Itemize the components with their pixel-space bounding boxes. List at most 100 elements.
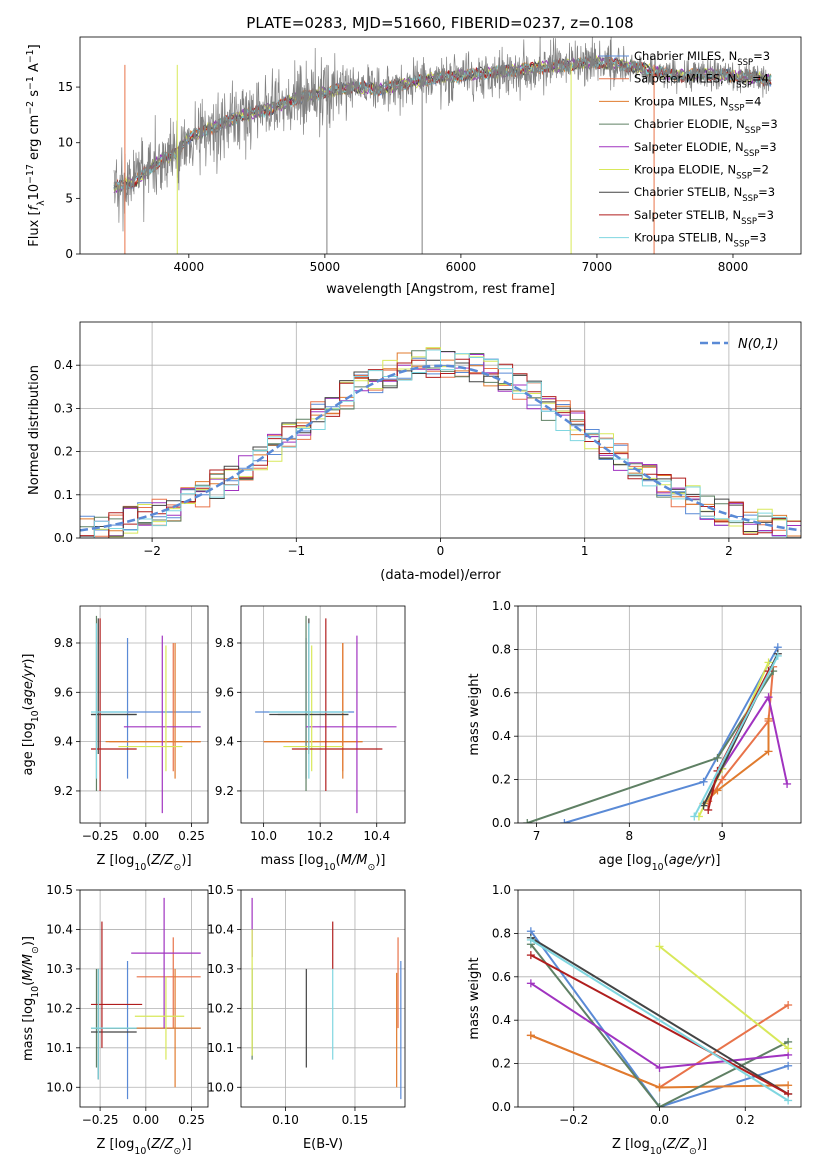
y-axis-label-part: )] [21,653,36,663]
x-tick-label: −0.25 [82,829,119,843]
y-axis-label-part: s [27,90,42,101]
x-axis-label-part: M/M [341,853,368,868]
x-tick-label: 5000 [310,260,341,274]
x-axis-label: wavelength [Angstrom, rest frame] [326,282,555,297]
legend-label: Kroupa STELIB, NSSP=3 [634,231,766,250]
weight-line [530,943,789,1107]
y-axis-label-part: ⊙ [30,946,41,954]
y-tick-label: 10.4 [207,922,234,936]
y-tick-label: 9.2 [54,784,73,798]
weight-line [658,945,789,1050]
legend-label-name: Salpeter ELODIE, N [634,140,744,154]
mass_vs_ebv-axes: 0.10 0.15 10.0 10.1 10.2 10.3 10.4 10.5 E(B-V) [207,883,406,1152]
x-axis-label: Z [log10(Z/Z⊙)] [96,853,191,873]
legend-label-name: Kroupa MILES, N [634,94,729,108]
legend-label-sub: SSP [744,149,760,159]
y-tick-label: 10.4 [46,922,73,936]
y-axis-label-part: −1 [25,49,36,63]
x-tick-label: 0.10 [272,1113,299,1127]
y-tick-label: 15 [58,80,73,94]
age_vs_mass-frame [240,605,406,824]
x-tick-label: 0 [437,544,445,558]
x-tick-label: 8000 [718,260,749,274]
x-axis-label-part: ( [146,1137,151,1152]
x-axis-label: E(B-V) [303,1137,343,1152]
x-axis-label-part: Z/Z [150,1137,174,1152]
y-tick-label: 0.2 [492,1057,511,1071]
y-tick-label: 9.4 [54,735,73,749]
x-tick-label: 0.25 [178,1113,205,1127]
mass_vs_Z-plot-area [90,897,201,1100]
x-axis-label-part: ⊙ [367,862,375,873]
legend: N(0,1) [700,337,779,352]
y-tick-label: 0.1 [54,488,73,502]
x-axis-label-part: )] [710,853,720,868]
legend-label-sub: SSP [737,58,753,68]
normal-curve [80,364,801,532]
y-tick-label: 0 [65,247,73,261]
x-tick-label: 0.15 [342,1113,369,1127]
y-axis-label-part: λ [36,200,47,206]
legend-label-name: Chabrier STELIB, N [634,185,742,199]
y-tick-label: 0.2 [492,773,511,787]
y-axis-label-part: mass [log [21,998,36,1061]
y-axis-label-part: f [27,203,42,210]
x-axis-label-part: age [log [598,853,651,868]
y-tick-label: 9.8 [215,636,234,650]
spectrum-plot-area [113,37,772,254]
x-tick-label: 10.0 [250,829,277,843]
x-axis-label: mass [log10(M/M⊙)] [261,853,386,873]
y-axis-label: mass weight [467,673,482,755]
mass_weight_vs_age-plot-area [523,643,792,823]
x-tick-label: 8 [626,829,634,843]
legend-label-name: Chabrier ELODIE, N [634,117,745,131]
x-tick-label: 2 [725,544,733,558]
y-tick-label: 0.4 [54,358,73,372]
x-axis-label: age [log10(age/yr)] [598,853,720,873]
y-axis-label-part: age/yr [21,662,36,705]
legend-label: Salpeter MILES, NSSP=4 [634,72,769,91]
y-tick-label: 10.0 [207,1080,234,1094]
x-axis-label-part: )] [697,1137,707,1152]
x-axis-label-part: 10 [134,862,146,873]
y-axis-label-part: )] [21,936,36,946]
x-axis-label-part: mass [log [261,853,324,868]
x-tick-label: 6000 [446,260,477,274]
x-tick-label: 7000 [582,260,613,274]
y-tick-label: 0.0 [492,816,511,830]
y-tick-label: 10.1 [207,1041,234,1055]
x-tick-label: 9 [718,829,726,843]
weight-line [693,655,779,817]
y-tick-label: 0.2 [54,445,73,459]
y-axis-label: mass [log10(M/M⊙)] [21,936,41,1061]
residual-histogram [80,358,801,538]
residuals-plot-area [80,347,801,538]
y-tick-label: 5 [65,191,73,205]
x-axis-label-part: ( [146,853,151,868]
y-axis-label: Normed distribution [27,365,42,495]
weight-line [530,936,789,1095]
y-axis-label-part: 10 [27,184,42,201]
y-tick-label: 0.4 [492,1013,511,1027]
legend-label-count: =3 [761,117,778,131]
legend-label: Chabrier MILES, NSSP=3 [634,49,770,68]
y-axis-label-part: −17 [25,164,36,184]
x-tick-label: 0.2 [736,1113,755,1127]
mass_vs_ebv-frame [240,889,406,1108]
age_vs_Z-frame [79,605,209,824]
y-axis-label-part: 10 [30,710,41,722]
y-tick-label: 10.2 [207,1001,234,1015]
legend-label-sub: SSP [741,217,757,227]
weight-line [530,954,789,1095]
legend-label: Chabrier STELIB, NSSP=3 [634,185,775,204]
x-axis-label-part: ⊙ [174,862,182,873]
x-axis-label: (data-model)/error [380,568,501,583]
legend-label-count: =4 [752,72,769,86]
x-axis-label-part: ( [664,853,669,868]
y-axis-label: age [log10(age/yr)] [21,653,41,775]
weight-line [530,930,789,1107]
legend: Chabrier MILES, NSSP=3 Salpeter MILES, NS… [599,49,778,250]
y-axis-label-part: erg cm [27,115,42,164]
legend-label-name: Kroupa STELIB, N [634,231,734,245]
